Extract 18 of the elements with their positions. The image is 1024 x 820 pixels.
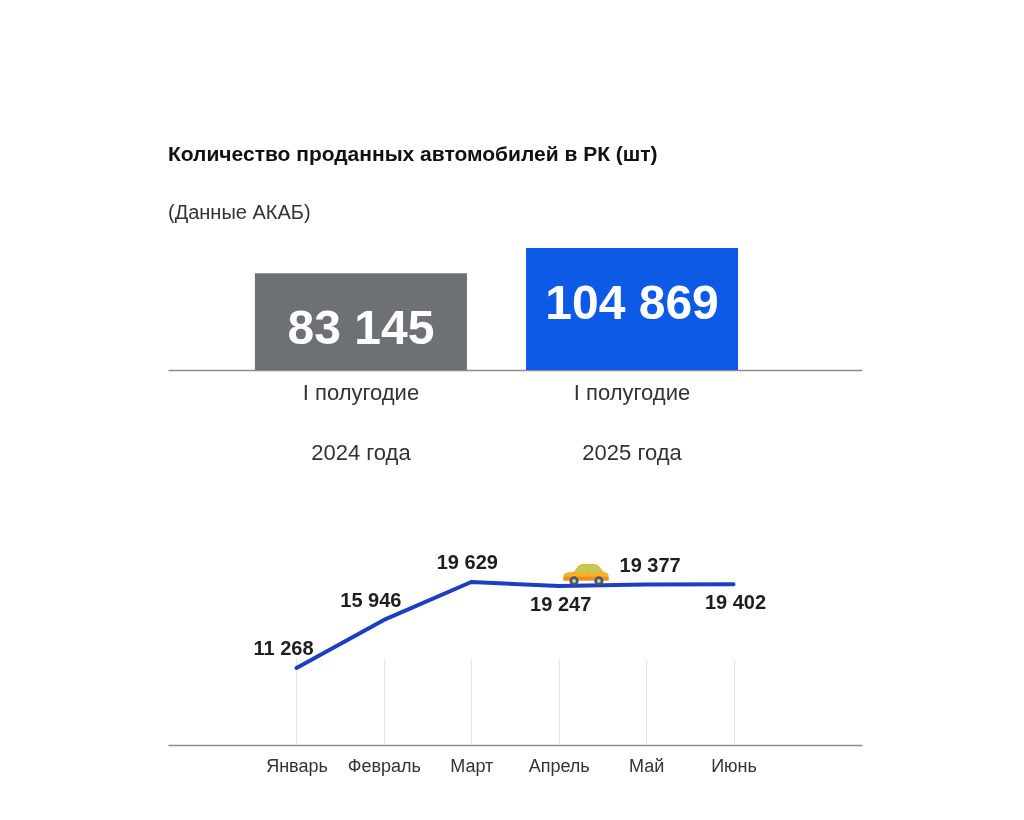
data-label: 83 145 xyxy=(287,301,435,355)
data-label: 19 377 xyxy=(619,553,681,576)
text: (Данные АКАБ) xyxy=(168,201,311,223)
x-tick-label: Март xyxy=(450,755,494,776)
category-label: I полугодие 2024 года xyxy=(302,379,420,465)
data-label: 19 402 xyxy=(704,591,767,614)
x-tick-label: Май xyxy=(628,755,665,776)
data-label: 11 268 xyxy=(253,637,314,659)
x-tick-label: Февраль xyxy=(347,755,421,776)
x-tick-label: Январь xyxy=(266,755,328,776)
data-label: 19 629 xyxy=(436,551,498,573)
x-tick-label: Июнь xyxy=(711,755,757,776)
data-label: 104 869 xyxy=(545,276,719,329)
chart-title: Количество проданных автомобилей в РК (шт) xyxy=(168,142,658,165)
data-label: 19 247 xyxy=(530,592,592,615)
x-tick-label: Апрель xyxy=(528,755,590,776)
data-label: 15 946 xyxy=(340,588,402,611)
category-label: I полугодие 2025 года xyxy=(573,379,691,465)
